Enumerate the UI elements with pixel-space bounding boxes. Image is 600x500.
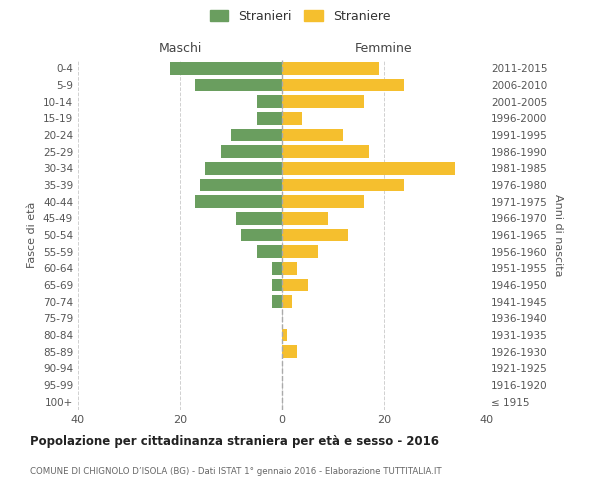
Bar [196,196,282,208]
Text: Femmine: Femmine [355,42,413,55]
Bar [272,279,282,291]
Bar [282,212,328,224]
Bar [241,229,282,241]
Bar [282,196,364,208]
Bar [282,262,298,274]
Bar [282,296,292,308]
Bar [282,146,369,158]
Bar [257,112,282,124]
Bar [282,229,349,241]
Bar [206,162,282,174]
Bar [257,96,282,108]
Bar [282,346,298,358]
Bar [282,246,318,258]
Text: Popolazione per cittadinanza straniera per età e sesso - 2016: Popolazione per cittadinanza straniera p… [30,435,439,448]
Bar [282,79,404,92]
Bar [282,279,308,291]
Y-axis label: Anni di nascita: Anni di nascita [553,194,563,276]
Bar [282,162,455,174]
Bar [200,179,282,192]
Bar [282,96,364,108]
Bar [221,146,282,158]
Bar [282,112,302,124]
Bar [170,62,282,74]
Text: COMUNE DI CHIGNOLO D’ISOLA (BG) - Dati ISTAT 1° gennaio 2016 - Elaborazione TUTT: COMUNE DI CHIGNOLO D’ISOLA (BG) - Dati I… [30,468,442,476]
Bar [257,246,282,258]
Bar [282,329,287,341]
Bar [282,179,404,192]
Bar [196,79,282,92]
Bar [231,129,282,141]
Bar [272,262,282,274]
Bar [236,212,282,224]
Text: Maschi: Maschi [158,42,202,55]
Y-axis label: Fasce di età: Fasce di età [28,202,37,268]
Bar [282,62,379,74]
Bar [282,129,343,141]
Legend: Stranieri, Straniere: Stranieri, Straniere [206,6,394,26]
Bar [272,296,282,308]
